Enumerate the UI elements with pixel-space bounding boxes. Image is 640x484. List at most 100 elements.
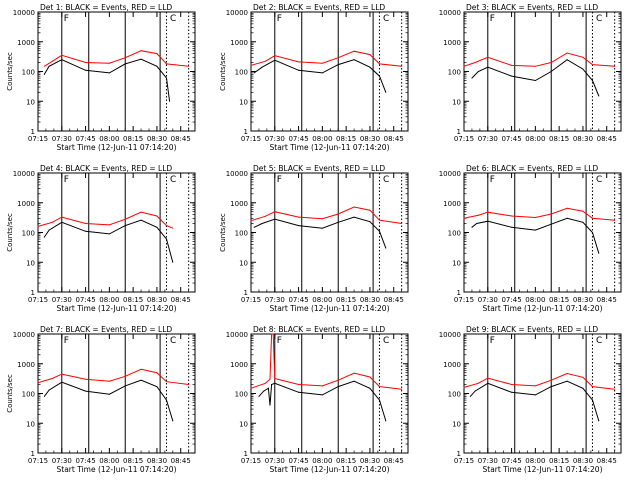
data-point (385, 420, 387, 422)
data-point (298, 384, 300, 385)
y-tick-label: 10 (26, 420, 35, 428)
y-tick-label: 1 (31, 128, 35, 136)
panel-title: Det 9: BLACK = Events, RED = LLD (466, 325, 598, 334)
data-point (269, 378, 271, 380)
y-tick-label: 10 (239, 98, 248, 106)
data-point (264, 215, 266, 217)
y-tick-label: 10000 (439, 9, 461, 17)
x-tick-label: 08:45 (384, 457, 404, 465)
data-point (124, 385, 126, 387)
y-axis-label: Counts/sec (6, 374, 14, 413)
data-point (271, 333, 273, 335)
x-tick-label: 08:30 (147, 135, 167, 143)
data-point (253, 226, 255, 228)
data-point (534, 229, 536, 231)
y-tick-label: 10000 (439, 170, 461, 178)
data-point (511, 384, 513, 385)
data-point (379, 63, 380, 65)
data-point (401, 223, 403, 224)
y-tick-label: 1 (244, 450, 248, 458)
detector-panel-9: 1 10 100 1000 10000 07:15 07:30 07:45 08:00 08:15… (439, 325, 622, 474)
y-axis-label: Counts/sec (6, 213, 14, 252)
y-tick-label: 100 (22, 230, 35, 238)
y-tick-label: 10 (452, 98, 461, 106)
event-marker-label: F (490, 14, 495, 24)
x-axis-label: Start Time (12-Jun-11 07:14:20) (57, 304, 177, 313)
x-tick-label: 07:45 (501, 135, 521, 143)
data-point (353, 206, 355, 208)
event-marker-label: C (383, 175, 389, 185)
data-point (108, 233, 110, 235)
data-point (43, 236, 45, 238)
data-point (61, 373, 63, 375)
data-point (43, 73, 45, 75)
data-point (85, 69, 87, 71)
y-tick-label: 100 (448, 230, 461, 238)
data-point (166, 225, 167, 227)
x-tick-label: 07:30 (265, 457, 285, 465)
x-tick-label: 08:30 (147, 296, 167, 304)
y-tick-label: 10000 (13, 9, 35, 17)
data-point (48, 65, 50, 67)
x-tick-label: 07:45 (288, 296, 308, 304)
data-point (321, 394, 323, 396)
data-point (321, 62, 323, 64)
x-tick-label: 08:30 (360, 135, 380, 143)
y-tick-label: 1000 (17, 200, 35, 208)
data-point (140, 58, 142, 60)
data-point (487, 377, 489, 379)
data-point (385, 91, 387, 93)
data-point (379, 230, 380, 232)
y-tick-label: 1000 (230, 200, 248, 208)
x-tick-label: 07:45 (75, 457, 95, 465)
y-tick-label: 1000 (443, 39, 461, 47)
detector-panel-8: 1 10 100 1000 10000 07:15 07:30 07:45 08:00 08:15… (226, 325, 409, 474)
data-point (51, 378, 53, 379)
data-point (337, 386, 339, 388)
data-point (298, 391, 300, 393)
data-point (140, 211, 142, 213)
data-point (156, 53, 158, 55)
y-tick-label: 10000 (226, 170, 248, 178)
x-tick-label: 08:15 (336, 135, 356, 143)
data-point (487, 211, 489, 213)
event-rate-line (253, 59, 387, 93)
x-tick-label: 08:15 (123, 135, 143, 143)
data-point (188, 384, 190, 385)
data-point (188, 65, 190, 67)
data-point (592, 399, 593, 401)
data-point (124, 57, 126, 59)
x-tick-label: 08:15 (549, 296, 569, 304)
data-point (476, 223, 478, 224)
data-point (85, 378, 87, 380)
data-point (598, 420, 600, 422)
data-point (166, 63, 167, 65)
data-point (269, 404, 271, 406)
data-point (51, 221, 53, 223)
y-tick-label: 1 (457, 289, 461, 297)
data-point (274, 211, 276, 213)
data-point (48, 389, 50, 391)
data-point (511, 64, 513, 66)
x-tick-label: 07:45 (288, 135, 308, 143)
x-tick-label: 08:30 (573, 135, 593, 143)
event-marker-label: F (490, 175, 495, 185)
data-point (337, 64, 339, 66)
lld-rate-line (44, 50, 189, 67)
data-point (140, 379, 142, 381)
data-point (471, 77, 473, 79)
data-point (534, 217, 536, 218)
data-point (274, 378, 276, 379)
x-axis-label: Start Time (12-Jun-11 07:14:20) (270, 304, 390, 313)
data-point (511, 391, 513, 393)
lld-rate-line (37, 211, 173, 229)
event-marker-label: F (64, 175, 69, 185)
panel-title: Det 8: BLACK = Events, RED = LLD (253, 325, 385, 334)
x-tick-label: 08:15 (549, 457, 569, 465)
y-tick-label: 1 (244, 289, 248, 297)
y-tick-label: 100 (448, 69, 461, 77)
data-point (172, 420, 174, 422)
x-tick-label: 08:15 (336, 457, 356, 465)
x-tick-label: 08:45 (171, 296, 191, 304)
data-point (298, 69, 300, 71)
